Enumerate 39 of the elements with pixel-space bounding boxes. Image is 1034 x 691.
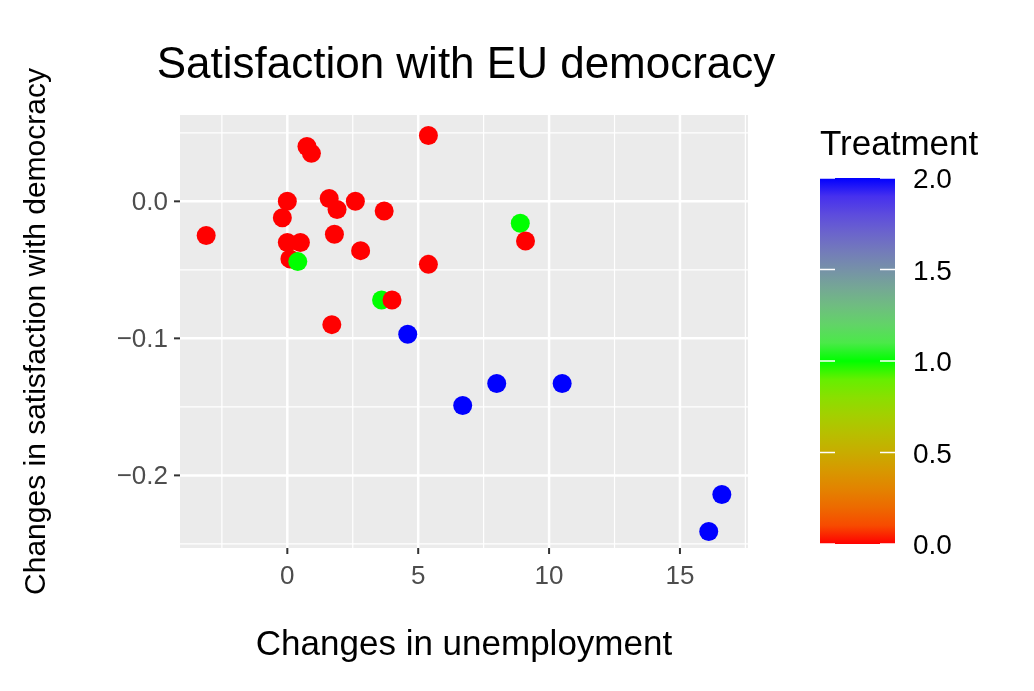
x-tick-label: 15 bbox=[665, 560, 695, 590]
point bbox=[552, 374, 572, 394]
point bbox=[487, 374, 507, 394]
point bbox=[327, 200, 347, 220]
point bbox=[351, 241, 371, 261]
point bbox=[418, 254, 438, 274]
point bbox=[418, 126, 438, 146]
color-bar-label: 0.5 bbox=[913, 437, 952, 469]
y-axis-title: Changes in satisfaction with democracy bbox=[18, 68, 51, 595]
x-tick-label: 5 bbox=[410, 560, 426, 590]
point bbox=[301, 143, 321, 163]
color-bar-title: Treatment bbox=[820, 123, 979, 162]
point bbox=[324, 224, 344, 244]
chart-title: Satisfaction with EU democracy bbox=[156, 38, 776, 87]
color-bar-label: 0.0 bbox=[913, 529, 952, 560]
x-tick-label: 10 bbox=[534, 560, 564, 590]
point bbox=[712, 485, 732, 505]
point bbox=[374, 201, 394, 221]
point bbox=[510, 213, 530, 233]
x-axis-title: Changes in unemployment bbox=[255, 623, 673, 662]
point bbox=[398, 324, 418, 344]
x-tick-label: 0 bbox=[280, 560, 295, 590]
point bbox=[453, 395, 473, 415]
point bbox=[272, 208, 292, 228]
y-tick-label: −0.1 bbox=[116, 323, 168, 354]
point bbox=[288, 252, 308, 272]
point bbox=[277, 191, 297, 211]
color-bar-label: 1.0 bbox=[913, 346, 952, 377]
point bbox=[322, 315, 342, 335]
color-bar-label: 1.5 bbox=[913, 254, 952, 286]
point bbox=[699, 522, 719, 542]
color-bar-label: 2.0 bbox=[913, 163, 952, 194]
point bbox=[196, 226, 216, 246]
point bbox=[345, 191, 365, 211]
point bbox=[382, 290, 402, 310]
point bbox=[290, 232, 310, 252]
point bbox=[516, 231, 536, 251]
y-tick-label: 0.0 bbox=[131, 186, 168, 217]
y-tick-label: −0.2 bbox=[116, 460, 168, 491]
